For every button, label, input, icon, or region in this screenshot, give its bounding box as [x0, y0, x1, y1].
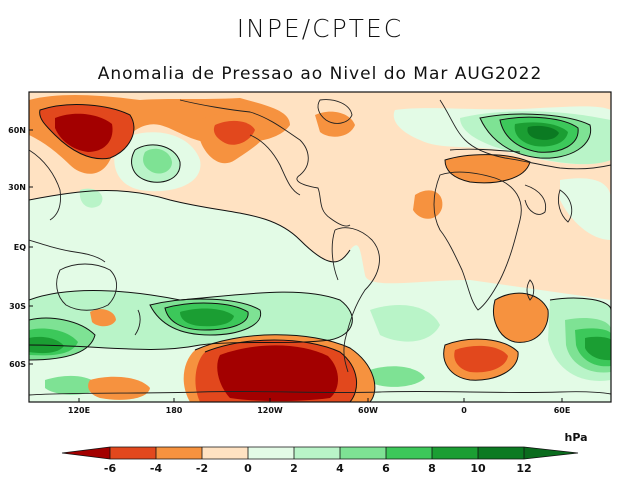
lon-label: 180 [166, 406, 183, 415]
field-pos4-south-atlantic-low [370, 366, 425, 387]
field-neg2-africa [413, 190, 443, 219]
field-pos10-siberia [527, 125, 559, 140]
field-pos2-south-atlantic [370, 305, 440, 342]
colorbar-unit: hPa [564, 431, 587, 444]
colorbar-label: 6 [382, 462, 390, 475]
colorbar-label: 0 [244, 462, 252, 475]
colorbar-label: -2 [196, 462, 208, 475]
field-pos8-indian [585, 336, 611, 361]
lat-label: 60N [8, 126, 26, 135]
longitude-axis: 120E 180 120W 60W 0 60E [68, 398, 570, 415]
coastlines [29, 99, 611, 396]
field-pos8-south-pacific [180, 308, 234, 327]
lat-label: EQ [14, 243, 26, 252]
colorbar-cell [478, 447, 524, 459]
field-neg6-southern-pacific [217, 345, 338, 401]
field-pos-india [560, 178, 611, 240]
colorbar-cell [294, 447, 340, 459]
colorbar-label: 12 [516, 462, 531, 475]
colorbar-label: -4 [150, 462, 163, 475]
lat-label: 30N [8, 183, 26, 192]
colorbar: hPa -6 -4 -2 0 2 4 6 8 10 12 [61, 431, 588, 475]
latitude-axis: 60N 30N EQ 30S 60S [8, 126, 33, 369]
colorbar-cell [432, 447, 478, 459]
colorbar-label: 8 [428, 462, 436, 475]
colorbar-cell [110, 447, 156, 459]
field-neg4-south-atlantic [454, 345, 508, 373]
colorbar-cell [202, 447, 248, 459]
lon-label: 120W [257, 406, 283, 415]
colorbar-label: -6 [104, 462, 117, 475]
colorbar-cell [524, 447, 578, 459]
field-neg4-north-america [213, 120, 255, 145]
map-fields [29, 92, 611, 402]
field-pos4-south-pacific-low [45, 375, 100, 395]
lat-label: 30S [9, 302, 26, 311]
map-title: Anomalia de Pressao ao Nivel do Mar AUG2… [97, 64, 543, 84]
lon-label: 0 [461, 406, 467, 415]
field-neg6-north-pacific [55, 113, 113, 152]
colorbar-cell [62, 447, 110, 459]
institution-title: INPE/CPTEC [236, 14, 404, 43]
colorbar-cell [156, 447, 202, 459]
field-neg2-greenland [315, 111, 355, 137]
colorbar-label: 4 [336, 462, 344, 475]
field-neg2-south-west [88, 376, 150, 400]
colorbar-cell [386, 447, 432, 459]
field-pos4-north-pacific [143, 148, 172, 174]
field-neg2-australia [90, 309, 116, 327]
colorbar-cell [248, 447, 294, 459]
colorbar-cell [340, 447, 386, 459]
lon-label: 120E [68, 406, 90, 415]
lat-label: 60S [9, 360, 26, 369]
lon-label: 60W [358, 406, 378, 415]
colorbar-label: 2 [290, 462, 298, 475]
field-neg2-mediterranean [445, 154, 530, 183]
lon-label: 60E [554, 406, 571, 415]
field-pos2-pacific-small [79, 188, 103, 208]
field-neg2-south-africa [493, 293, 549, 343]
colorbar-label: 10 [470, 462, 486, 475]
contour-lines [29, 104, 611, 402]
